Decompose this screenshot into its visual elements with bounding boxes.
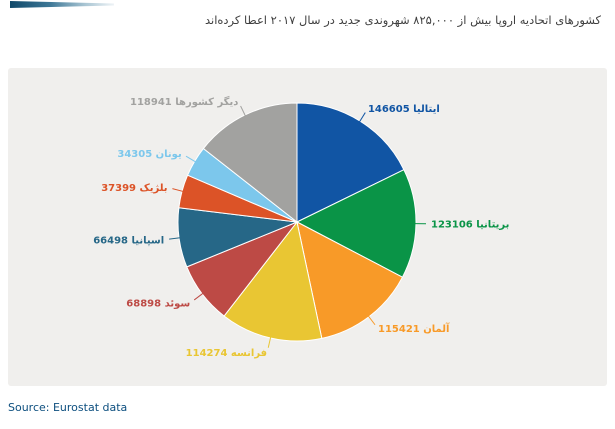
slice-connector-8 xyxy=(240,105,246,117)
pie-chart: 146605 ایتالیا 123106 بریتانیا 115421 آلما… xyxy=(93,95,509,359)
slice-connector-7 xyxy=(185,155,196,163)
slice-label-8: 118941 دیگر کشورها xyxy=(130,95,238,108)
chart-panel: 146605 ایتالیا 123106 بریتانیا 115421 آلما… xyxy=(8,68,607,386)
decorative-swoosh xyxy=(10,1,114,8)
slice-label-5: 66498 اسپانیا xyxy=(93,235,164,246)
slice-connector-6 xyxy=(172,188,184,192)
slice-label-1: 123106 بریتانیا xyxy=(431,219,509,230)
slice-connector-5 xyxy=(169,237,181,240)
source-credit: Source: Eurostat data xyxy=(8,401,128,414)
slice-label-7: 34305 یونان xyxy=(117,149,182,160)
slice-label-6: 37399 بلژیک xyxy=(101,183,167,194)
slice-label-3: 114274 فرانسه xyxy=(186,348,267,359)
chart-title: کشورهای اتحادیه اروپا بیش از ۸۲۵,۰۰۰ شهر… xyxy=(204,13,601,27)
slice-label-0: 146605 ایتالیا xyxy=(368,104,440,115)
slice-connector-3 xyxy=(267,336,272,348)
slice-connector-2 xyxy=(367,315,376,326)
slice-connector-4 xyxy=(193,292,204,301)
slice-connector-0 xyxy=(359,112,366,123)
slice-label-2: 115421 آلمان xyxy=(378,322,450,335)
slice-label-4: 68898 سوئد xyxy=(126,298,190,309)
